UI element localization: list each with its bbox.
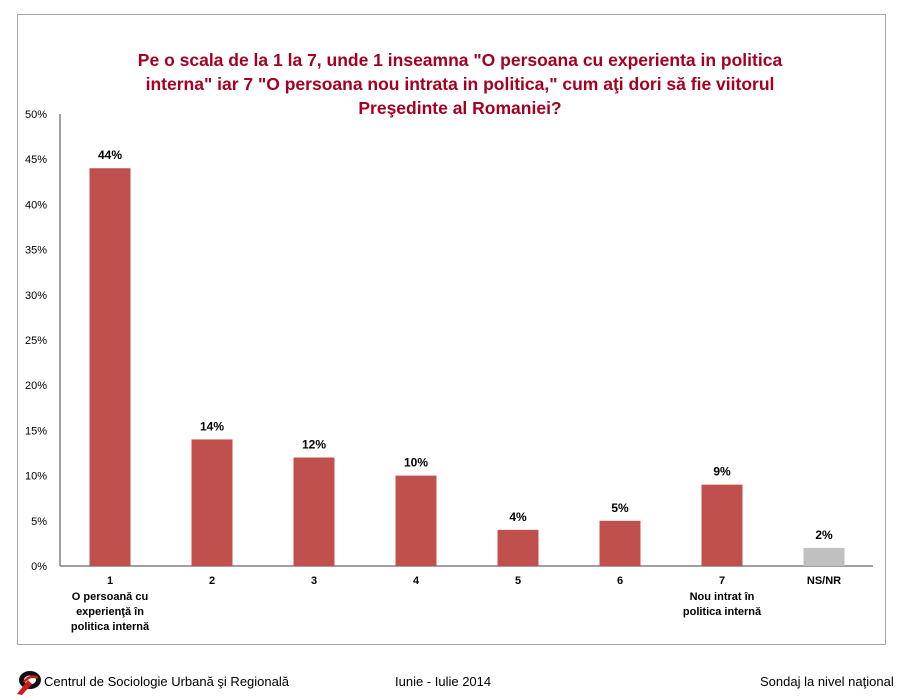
x-tick-label: 3 [311,575,317,587]
bar-chart: 0%5%10%15%20%25%30%35%40%45%50%44%1O per… [25,109,873,633]
y-tick-label: 10% [25,471,47,483]
y-tick-label: 0% [31,561,47,573]
bar [701,484,743,566]
bar [89,168,131,567]
x-tick-label: 4 [413,575,420,587]
bar [497,529,539,566]
x-tick-label: 7 [719,575,725,587]
x-tick-label: NS/NR [807,575,841,587]
bar [191,439,233,566]
x-tick-sublabel: Nou intrat în [690,591,755,603]
x-tick-sublabel: experienţă în [76,606,144,618]
x-tick-label: 5 [515,575,521,587]
org-logo-icon [17,671,41,695]
x-tick-label: 2 [209,575,215,587]
y-tick-label: 50% [25,109,47,121]
data-label: 9% [713,465,731,479]
data-label: 2% [815,528,833,542]
y-tick-label: 40% [25,199,47,211]
y-tick-label: 30% [25,290,47,302]
y-tick-label: 5% [31,516,47,528]
bar [803,547,845,566]
chart-title-line: interna" iar 7 "O persoana nou intrata i… [145,74,775,94]
footer-survey: Sondaj la nivel naţional [760,674,894,689]
data-label: 12% [302,438,326,452]
footer-period: Iunie - Iulie 2014 [395,674,492,689]
bar [293,457,335,566]
data-label: 4% [509,510,527,524]
x-tick-sublabel: politica internă [71,621,150,633]
org-logo-wrap [14,668,42,699]
y-tick-label: 25% [25,335,47,347]
chart-title: Pe o scala de la 1 la 7, unde 1 inseamna… [100,48,820,120]
bar [599,520,641,566]
x-tick-sublabel: O persoană cu [72,591,148,603]
y-tick-label: 45% [25,154,47,166]
y-tick-label: 20% [25,380,47,392]
y-tick-label: 35% [25,245,47,257]
footer-org: Centrul de Sociologie Urbană şi Regional… [44,674,289,689]
chart-title-line: Pe o scala de la 1 la 7, unde 1 inseamna… [137,50,783,70]
x-tick-label: 1 [107,575,113,587]
data-label: 44% [98,148,122,162]
chart-frame [17,14,886,645]
data-label: 14% [200,419,224,433]
x-tick-sublabel: politica internă [683,606,762,618]
x-tick-label: 6 [617,575,623,587]
bar [395,475,437,566]
data-label: 10% [404,456,428,470]
y-tick-label: 15% [25,425,47,437]
chart-title-line: Preşedinte al Romaniei? [358,98,562,118]
data-label: 5% [611,501,629,515]
